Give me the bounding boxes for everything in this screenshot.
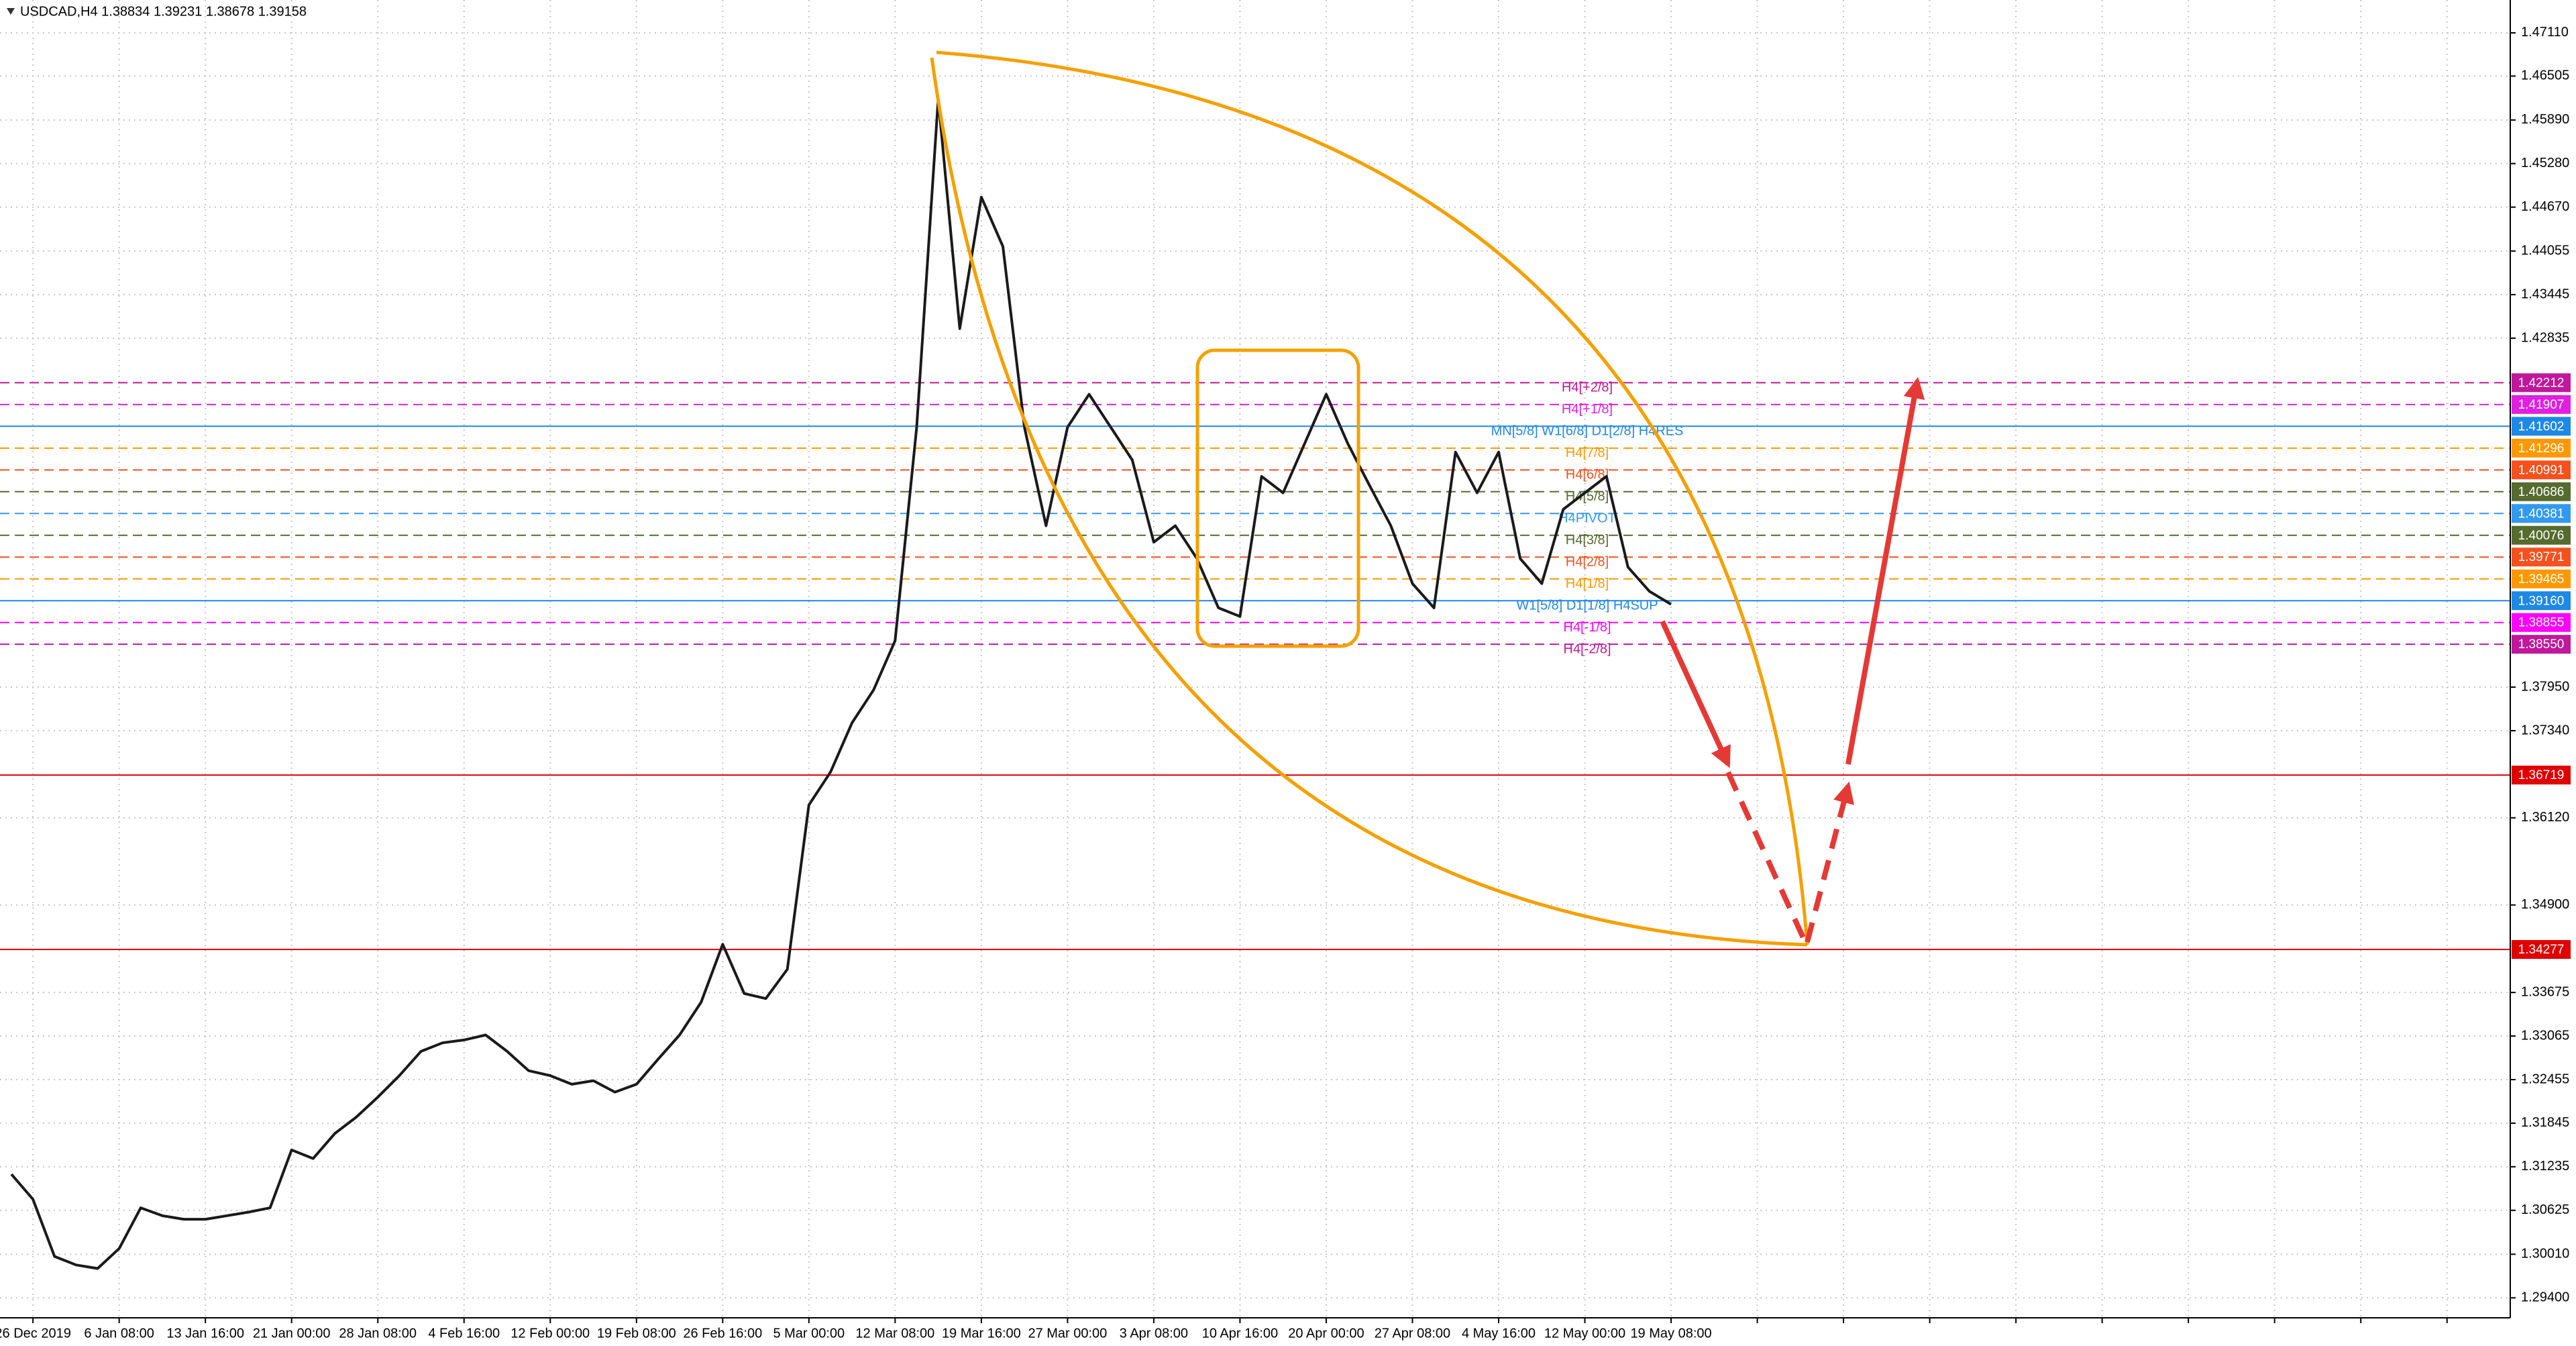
level-price-box bbox=[2512, 940, 2571, 960]
level-price-label: 1.41602 bbox=[2518, 419, 2565, 433]
level-name: H4[2/8] bbox=[1566, 554, 1609, 569]
level-name: H4[+2/8] bbox=[1562, 380, 1613, 395]
x-tick-label: 28 Jan 08:00 bbox=[339, 1326, 417, 1341]
menu-icon[interactable] bbox=[7, 8, 15, 15]
y-tick-label: 1.29400 bbox=[2521, 1290, 2569, 1304]
y-tick-label: 1.31845 bbox=[2521, 1115, 2569, 1130]
level-price-box bbox=[2512, 525, 2571, 545]
x-tick-label: 19 Feb 08:00 bbox=[597, 1326, 676, 1341]
x-tick-label: 21 Jan 00:00 bbox=[253, 1326, 331, 1341]
x-tick-label: 4 Feb 16:00 bbox=[428, 1326, 500, 1341]
level-price-box bbox=[2512, 591, 2571, 611]
x-tick-label: 20 Apr 00:00 bbox=[1288, 1326, 1364, 1341]
level-name: H4PIVOT bbox=[1558, 511, 1616, 526]
price-line bbox=[10, 97, 1672, 1270]
level-price-box bbox=[2512, 548, 2571, 567]
level-name: MN[5/8] W1[6/8] D1[2/8] H4RES bbox=[1491, 424, 1684, 439]
levels: 1.42212 H4[+2/8] 1.41907 H4[+1/8] 1.41602 MN[… bbox=[0, 373, 2571, 960]
x-tick-label: 26 Feb 16:00 bbox=[683, 1326, 762, 1341]
y-tick-label: 1.33065 bbox=[2521, 1028, 2569, 1043]
y-tick-label: 1.45280 bbox=[2521, 156, 2569, 170]
y-tick-label: 1.43445 bbox=[2521, 287, 2569, 301]
level-name: W1[5/8] D1[1/8] H4SUP bbox=[1516, 599, 1658, 613]
arrow-up-dashed bbox=[1805, 781, 1854, 943]
y-tick-label: 1.44055 bbox=[2521, 243, 2569, 258]
level-name: H4[-1/8] bbox=[1563, 620, 1611, 635]
x-tick-label: 26 Dec 2019 bbox=[0, 1326, 71, 1341]
x-tick-label: 12 Mar 08:00 bbox=[855, 1326, 934, 1341]
chart-title: USDCAD,H4 1.38834 1.39231 1.38678 1.3915… bbox=[20, 4, 307, 19]
x-tick-label: 27 Apr 08:00 bbox=[1375, 1326, 1450, 1341]
arrow-up bbox=[1845, 376, 1925, 765]
y-tick-label: 1.31235 bbox=[2521, 1159, 2569, 1174]
level-price-box bbox=[2512, 460, 2571, 480]
y-tick-label: 1.46505 bbox=[2521, 68, 2569, 83]
y-tick-label: 1.42835 bbox=[2521, 330, 2569, 345]
y-tick-label: 1.32455 bbox=[2521, 1072, 2569, 1086]
level-price-label: 1.38855 bbox=[2518, 616, 2565, 630]
level-name: H4[6/8] bbox=[1566, 468, 1609, 482]
y-tick-label: 1.30625 bbox=[2521, 1202, 2569, 1217]
arc-lower bbox=[930, 57, 1808, 947]
level-price-box bbox=[2512, 504, 2571, 523]
arc-upper bbox=[936, 50, 1809, 945]
level-name: H4[+1/8] bbox=[1562, 402, 1613, 417]
x-tick-label: 27 Mar 00:00 bbox=[1028, 1326, 1107, 1341]
level-price-label: 1.39465 bbox=[2518, 572, 2565, 586]
level-name: H4[3/8] bbox=[1566, 533, 1609, 548]
level-price-box bbox=[2512, 373, 2571, 393]
y-tick-label: 1.45890 bbox=[2521, 112, 2569, 127]
range-box bbox=[1195, 348, 1360, 648]
x-tick-label: 5 Mar 00:00 bbox=[773, 1326, 845, 1341]
level-price-label: 1.36719 bbox=[2518, 768, 2565, 782]
level-price-label: 1.41907 bbox=[2518, 398, 2565, 412]
y-tick-label: 1.37950 bbox=[2521, 679, 2569, 694]
x-tick-label: 12 May 00:00 bbox=[1544, 1326, 1625, 1341]
level-price-box bbox=[2512, 569, 2571, 588]
x-tick-label: 10 Apr 16:00 bbox=[1202, 1326, 1278, 1341]
y-tick-label: 1.30010 bbox=[2521, 1247, 2569, 1261]
level-price-label: 1.40991 bbox=[2518, 463, 2565, 477]
x-tick-label: 13 Jan 16:00 bbox=[166, 1326, 244, 1341]
x-tick-label: 19 Mar 16:00 bbox=[942, 1326, 1021, 1341]
x-tick-label: 3 Apr 08:00 bbox=[1120, 1326, 1188, 1341]
level-price-label: 1.38550 bbox=[2518, 637, 2565, 652]
arrow-down bbox=[1660, 620, 1731, 768]
level-price-label: 1.39160 bbox=[2518, 594, 2565, 608]
level-price-box bbox=[2512, 395, 2571, 414]
level-name: H4[1/8] bbox=[1566, 576, 1609, 591]
x-tick-label: 4 May 16:00 bbox=[1462, 1326, 1536, 1341]
level-price-box bbox=[2512, 766, 2571, 785]
y-tick-label: 1.47110 bbox=[2521, 25, 2569, 40]
level-price-label: 1.40381 bbox=[2518, 507, 2565, 521]
y-tick-label: 1.33675 bbox=[2521, 984, 2569, 999]
y-tick-label: 1.44670 bbox=[2521, 199, 2569, 214]
x-tick-label: 6 Jan 08:00 bbox=[84, 1326, 154, 1341]
level-price-label: 1.40076 bbox=[2518, 529, 2565, 543]
level-price-box bbox=[2512, 438, 2571, 458]
level-price-label: 1.40686 bbox=[2518, 485, 2565, 499]
x-tick-label: 12 Feb 00:00 bbox=[511, 1326, 590, 1341]
y-tick-label: 1.37340 bbox=[2521, 723, 2569, 737]
level-price-box bbox=[2512, 635, 2571, 654]
price-series bbox=[10, 97, 1672, 1270]
level-name: H4[7/8] bbox=[1566, 446, 1609, 460]
y-tick-label: 1.36120 bbox=[2521, 810, 2569, 825]
x-tick-label: 19 May 08:00 bbox=[1630, 1326, 1711, 1341]
level-price-box bbox=[2512, 482, 2571, 501]
level-price-box bbox=[2512, 613, 2571, 632]
level-name: H4[-2/8] bbox=[1563, 641, 1611, 656]
annotations bbox=[930, 50, 1925, 947]
y-tick-label: 1.34900 bbox=[2521, 897, 2569, 912]
level-price-label: 1.34277 bbox=[2518, 943, 2565, 957]
level-price-box bbox=[2512, 417, 2571, 436]
level-price-label: 1.41296 bbox=[2518, 442, 2565, 456]
level-price-label: 1.39771 bbox=[2518, 550, 2565, 564]
level-price-label: 1.42212 bbox=[2518, 376, 2565, 390]
